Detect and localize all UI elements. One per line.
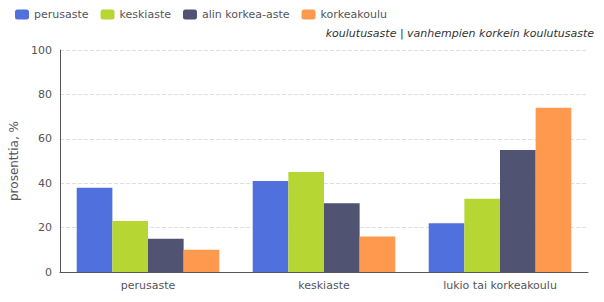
svg-text:perusaste: perusaste xyxy=(34,8,89,21)
svg-text:40: 40 xyxy=(38,177,52,190)
svg-text:korkeakoulu: korkeakoulu xyxy=(321,8,387,21)
svg-text:koulutusaste | vanhempien kork: koulutusaste | vanhempien korkein koulut… xyxy=(326,27,595,40)
svg-text:80: 80 xyxy=(38,88,52,101)
svg-text:prosenttia, %: prosenttia, % xyxy=(7,121,21,201)
svg-text:alin korkea-aste: alin korkea-aste xyxy=(202,8,290,21)
svg-text:lukio tai korkeakoulu: lukio tai korkeakoulu xyxy=(443,279,557,292)
svg-text:keskiaste: keskiaste xyxy=(298,279,350,292)
svg-text:60: 60 xyxy=(38,132,52,145)
svg-text:100: 100 xyxy=(31,44,52,57)
svg-text:keskiaste: keskiaste xyxy=(120,8,172,21)
svg-text:20: 20 xyxy=(38,221,52,234)
svg-text:0: 0 xyxy=(45,266,52,279)
svg-text:perusaste: perusaste xyxy=(121,279,176,292)
